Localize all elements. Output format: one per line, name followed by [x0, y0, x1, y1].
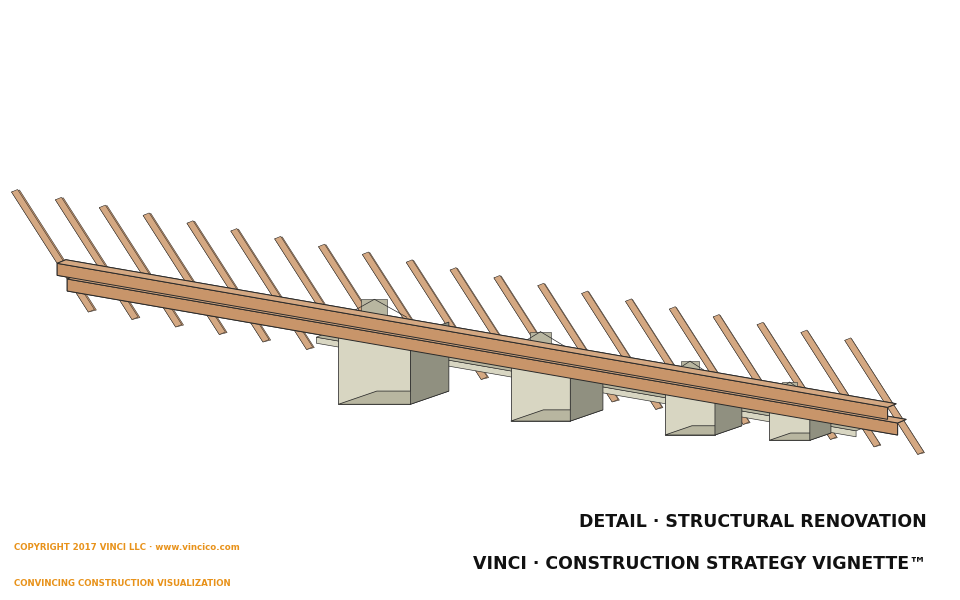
Polygon shape [626, 299, 706, 417]
Polygon shape [493, 276, 576, 394]
Polygon shape [411, 322, 449, 404]
Polygon shape [67, 275, 906, 423]
Polygon shape [782, 382, 797, 407]
Polygon shape [511, 364, 570, 421]
Polygon shape [665, 426, 742, 435]
Polygon shape [362, 299, 388, 335]
Polygon shape [143, 213, 226, 335]
Polygon shape [669, 307, 750, 424]
Polygon shape [362, 252, 444, 372]
Polygon shape [810, 400, 831, 440]
Polygon shape [770, 407, 810, 440]
Polygon shape [511, 410, 603, 421]
Polygon shape [230, 229, 314, 350]
Polygon shape [681, 361, 699, 390]
Polygon shape [58, 260, 897, 407]
Polygon shape [317, 337, 856, 437]
Polygon shape [67, 279, 898, 435]
Polygon shape [669, 307, 749, 424]
Polygon shape [67, 275, 906, 423]
Text: COPYRIGHT 2017 VINCI LLC · www.vincico.com: COPYRIGHT 2017 VINCI LLC · www.vincico.c… [14, 543, 240, 552]
Polygon shape [317, 334, 865, 431]
Polygon shape [715, 381, 742, 435]
Polygon shape [757, 323, 837, 439]
Polygon shape [306, 318, 854, 415]
Polygon shape [665, 390, 715, 435]
Polygon shape [143, 214, 228, 335]
Polygon shape [570, 353, 603, 421]
Polygon shape [12, 190, 94, 312]
Polygon shape [58, 260, 897, 407]
Polygon shape [582, 292, 663, 409]
Polygon shape [339, 335, 411, 404]
Polygon shape [12, 190, 96, 312]
Polygon shape [230, 229, 313, 350]
Polygon shape [56, 197, 138, 320]
Polygon shape [582, 291, 661, 409]
Polygon shape [493, 275, 574, 394]
Polygon shape [56, 198, 140, 320]
Polygon shape [319, 244, 400, 365]
Polygon shape [58, 263, 888, 419]
Polygon shape [801, 330, 880, 447]
Polygon shape [845, 338, 924, 454]
Polygon shape [757, 322, 836, 439]
Polygon shape [99, 205, 181, 327]
Polygon shape [187, 221, 269, 342]
Polygon shape [770, 433, 831, 440]
Polygon shape [713, 314, 793, 432]
Text: CONVINCING CONSTRUCTION VISUALIZATION: CONVINCING CONSTRUCTION VISUALIZATION [14, 579, 231, 588]
Polygon shape [99, 206, 183, 327]
Polygon shape [626, 299, 707, 417]
Text: DETAIL · STRUCTURAL RENOVATION: DETAIL · STRUCTURAL RENOVATION [579, 513, 926, 531]
Polygon shape [67, 279, 898, 435]
Polygon shape [58, 263, 888, 419]
Polygon shape [319, 245, 401, 365]
Polygon shape [801, 331, 881, 447]
Polygon shape [450, 268, 531, 387]
Polygon shape [406, 260, 488, 379]
Polygon shape [538, 283, 618, 402]
Polygon shape [187, 221, 271, 342]
Polygon shape [845, 338, 924, 454]
Polygon shape [530, 332, 551, 364]
Polygon shape [339, 391, 449, 404]
Polygon shape [306, 322, 846, 421]
Polygon shape [275, 237, 358, 357]
Polygon shape [450, 268, 532, 387]
Polygon shape [406, 260, 489, 379]
Text: VINCI · CONSTRUCTION STRATEGY VIGNETTE™: VINCI · CONSTRUCTION STRATEGY VIGNETTE™ [473, 555, 926, 573]
Polygon shape [538, 284, 619, 402]
Polygon shape [362, 253, 445, 372]
Polygon shape [713, 315, 794, 432]
Polygon shape [275, 236, 356, 357]
